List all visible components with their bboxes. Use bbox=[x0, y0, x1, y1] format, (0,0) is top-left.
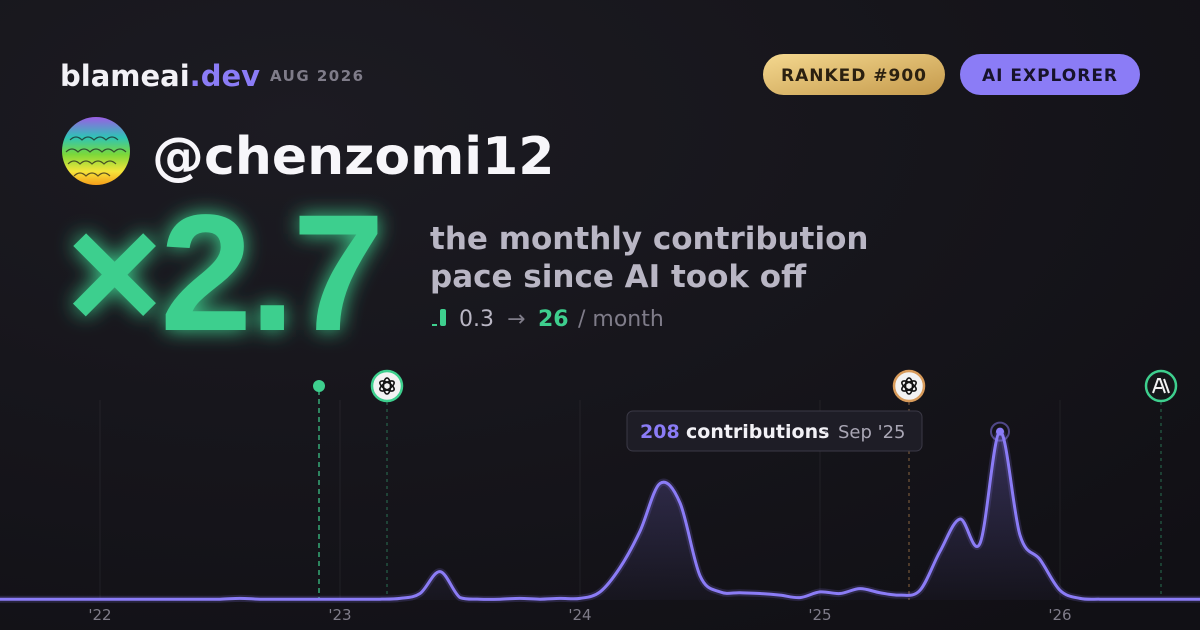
highlight-point bbox=[996, 427, 1004, 436]
pace-unit: / month bbox=[578, 307, 664, 332]
pace-arrow: → bbox=[507, 307, 525, 332]
event-markers bbox=[313, 369, 1178, 600]
multiplier: ×2.7 bbox=[66, 181, 382, 366]
handle: @chenzomi12 bbox=[152, 127, 555, 187]
x-tick-label: '22 bbox=[88, 606, 111, 624]
avatar bbox=[62, 117, 130, 185]
tooltip: 208 contributions · Sep '25 bbox=[626, 410, 923, 452]
tooltip-date: Sep '25 bbox=[838, 422, 906, 443]
caption-line: the monthly contribution bbox=[430, 221, 868, 257]
x-tick-label: '25 bbox=[808, 606, 831, 624]
tooltip-separator: · bbox=[823, 422, 829, 443]
pace-before: 0.3 bbox=[459, 307, 494, 332]
highlight-ring bbox=[990, 421, 1010, 442]
grid: '22 '23 '24 '25 '26 bbox=[88, 400, 1072, 624]
brand-name: blameai bbox=[60, 59, 190, 93]
tooltip-label: contributions bbox=[686, 421, 829, 443]
rank-badge bbox=[763, 54, 945, 95]
tier-badge bbox=[960, 54, 1140, 95]
pace-after: 26 bbox=[538, 307, 569, 332]
x-tick-label: '24 bbox=[568, 606, 591, 624]
tier-badge-text: AI EXPLORER bbox=[982, 66, 1118, 86]
date: AUG 2026 bbox=[270, 67, 365, 85]
brand: blameai.dev bbox=[60, 59, 260, 93]
caption-line: pace since AI took off bbox=[430, 259, 807, 295]
x-tick-label: '26 bbox=[1048, 606, 1071, 624]
rank-badge-text: RANKED #900 bbox=[781, 66, 927, 86]
plot bbox=[0, 421, 1200, 603]
x-tick-label: '23 bbox=[328, 606, 351, 624]
tooltip-value: 208 bbox=[640, 421, 680, 443]
tooltip-box bbox=[626, 410, 923, 452]
pace-icon bbox=[432, 309, 446, 326]
brand-suffix: .dev bbox=[190, 59, 260, 93]
